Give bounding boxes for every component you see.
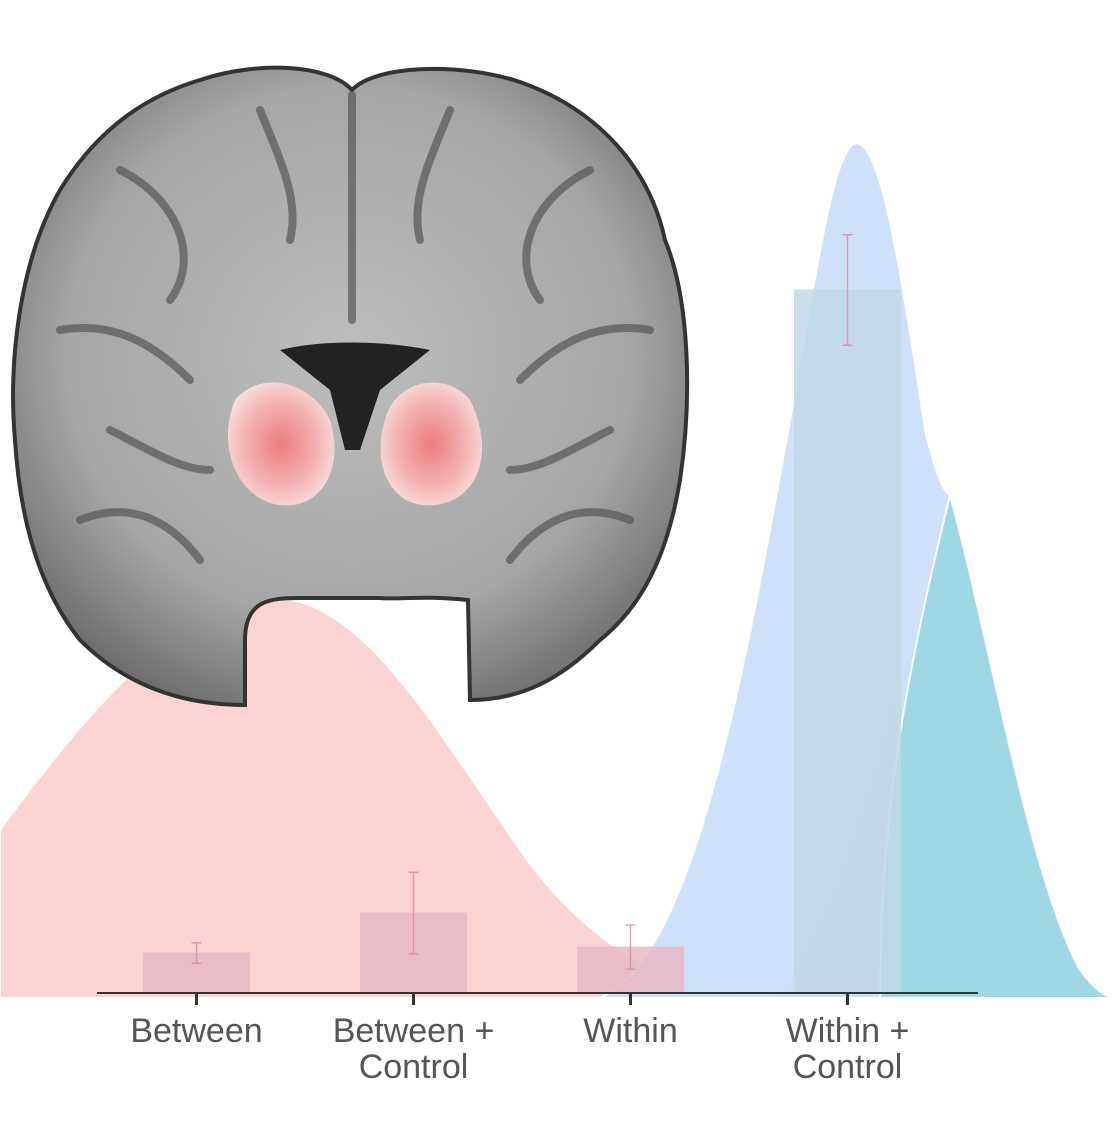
x-tick-label: Within xyxy=(583,1012,678,1050)
bar xyxy=(794,289,901,994)
x-tick-label: Within + Control xyxy=(785,1012,910,1086)
x-tick-label: Between xyxy=(130,1012,263,1050)
brain-image xyxy=(11,65,690,708)
x-tick-label: Between + Control xyxy=(332,1012,495,1086)
